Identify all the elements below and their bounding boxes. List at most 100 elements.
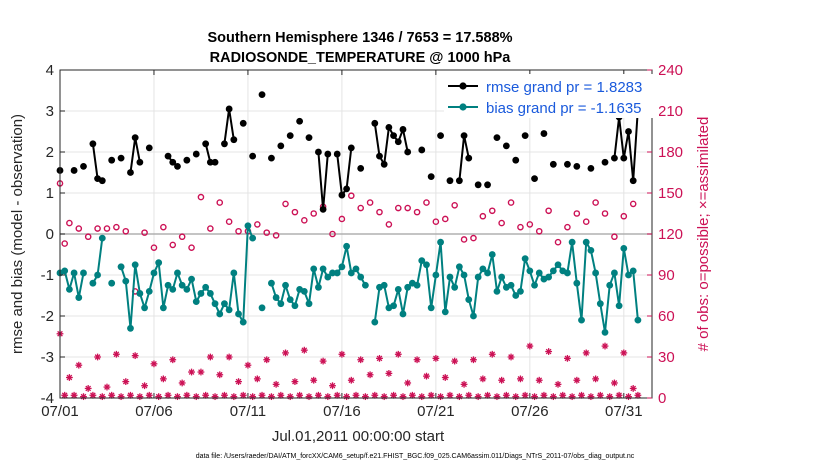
obs-assimilated-marker <box>465 391 473 399</box>
rmse-point <box>324 150 332 158</box>
obs-assimilated-marker <box>343 393 351 401</box>
rmse-point <box>221 140 228 148</box>
obs-possible-marker <box>507 199 515 206</box>
obs-possible-marker <box>66 219 73 227</box>
obs-assimilated-marker <box>75 361 83 369</box>
bias-point <box>371 318 379 326</box>
bias-point <box>272 294 280 301</box>
y-tick-label-left: 1 <box>46 185 54 202</box>
rmse-point <box>371 119 379 127</box>
bias-point <box>249 234 257 242</box>
bias-point <box>437 238 444 246</box>
obs-assimilated-marker <box>357 356 365 364</box>
bias-point <box>174 269 181 277</box>
obs-assimilated-marker <box>460 380 468 388</box>
obs-possible-marker <box>451 201 458 209</box>
bias-point <box>498 273 506 281</box>
obs-assimilated-marker <box>155 393 163 401</box>
obs-assimilated-marker <box>286 393 294 401</box>
bias-point <box>531 281 538 289</box>
bias-point <box>75 294 83 301</box>
obs-assimilated-marker <box>225 353 233 361</box>
rmse-point <box>573 162 581 170</box>
obs-possible-marker <box>254 221 261 228</box>
obs-assimilated-marker <box>150 360 158 368</box>
bias-point <box>535 269 543 277</box>
obs-possible-marker <box>526 221 534 228</box>
bias-point <box>221 300 228 308</box>
y-tick-label-right: 0 <box>658 390 666 407</box>
bias-point <box>620 244 628 252</box>
obs-assimilated-marker <box>404 379 412 387</box>
obs-assimilated-marker <box>549 393 557 401</box>
rmse-point <box>117 154 125 162</box>
bias-point <box>474 273 482 281</box>
bias-point <box>155 259 163 267</box>
bias-point <box>122 277 130 285</box>
rmse-point <box>587 165 595 172</box>
series-layer <box>56 91 642 401</box>
obs-possible-marker <box>301 217 308 224</box>
rmse-line-segment <box>613 108 639 182</box>
obs-possible-marker <box>582 218 590 225</box>
obs-assimilated-marker <box>474 393 482 401</box>
y-tick-label-right: 150 <box>658 185 683 202</box>
bias-point <box>286 296 294 303</box>
obs-assimilated-marker <box>564 354 571 362</box>
bias-point <box>361 281 369 289</box>
bias-point <box>268 279 275 287</box>
obs-assimilated-marker <box>112 350 120 358</box>
obs-assimilated-marker <box>361 393 369 401</box>
obs-assimilated-marker <box>451 357 459 365</box>
rmse-point <box>620 154 628 162</box>
rmse-point <box>493 134 501 142</box>
bias-point <box>592 269 600 277</box>
bias-point <box>606 281 614 289</box>
legend-rmse-marker <box>459 82 467 90</box>
obs-possible-marker <box>197 193 205 201</box>
bias-point <box>61 267 69 275</box>
bias-point <box>338 263 346 271</box>
bias-point <box>357 273 365 281</box>
bias-point <box>324 273 332 281</box>
legend-bias-marker <box>459 103 467 111</box>
bias-point <box>625 271 632 279</box>
bias-point <box>615 302 623 310</box>
obs-possible-marker <box>122 227 130 235</box>
x-tick-label: 07/06 <box>135 403 173 420</box>
obs-assimilated-marker <box>634 391 642 399</box>
bias-point <box>117 263 125 271</box>
bias-point <box>493 288 501 295</box>
rmse-point <box>225 105 233 113</box>
bias-point <box>282 281 289 289</box>
obs-possible-marker <box>225 218 233 225</box>
y-tick-label-right: 30 <box>658 349 675 366</box>
bias-point <box>244 222 252 230</box>
obs-assimilated-marker <box>235 378 242 385</box>
rmse-point <box>319 206 327 213</box>
rmse-point <box>376 152 383 160</box>
bias-point <box>418 257 426 265</box>
obs-assimilated-marker <box>423 372 430 380</box>
bias-point <box>394 285 402 293</box>
bias-point <box>488 251 496 258</box>
y-axis-label-right: # of obs: o=possible; ×=assimilated <box>695 117 712 352</box>
obs-possible-marker <box>61 240 68 247</box>
bias-point <box>578 316 585 324</box>
obs-possible-marker <box>160 223 167 231</box>
obs-assimilated-marker <box>98 393 106 401</box>
obs-possible-marker <box>554 238 562 246</box>
obs-possible-marker <box>413 208 421 216</box>
bias-point <box>80 269 87 277</box>
obs-possible-marker <box>235 227 242 235</box>
obs-assimilated-marker <box>192 393 200 401</box>
obs-assimilated-marker <box>521 391 529 399</box>
rmse-point <box>80 162 87 170</box>
obs-possible-marker <box>404 204 411 212</box>
obs-assimilated-marker <box>390 391 397 399</box>
obs-assimilated-marker <box>230 393 238 401</box>
rmse-point <box>211 158 219 166</box>
obs-assimilated-marker <box>587 393 595 401</box>
rmse-point <box>394 138 402 146</box>
rmse-point <box>239 119 247 127</box>
